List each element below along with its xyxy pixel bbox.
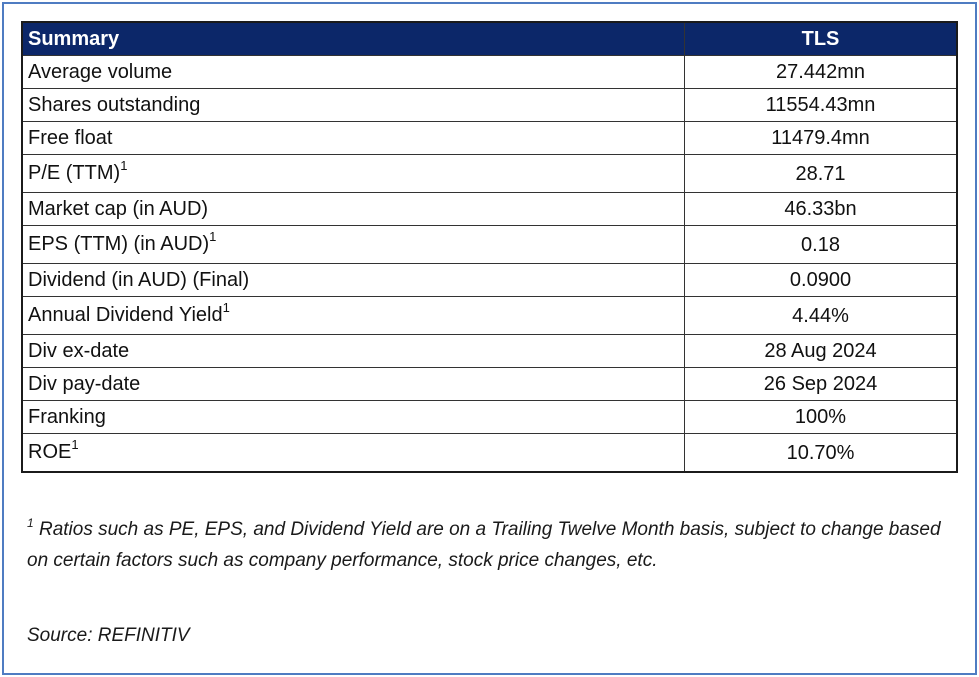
table-row: Shares outstanding 11554.43mn: [21, 88, 958, 122]
table-header-row: Summary TLS: [21, 21, 958, 56]
row-value: 0.18: [684, 225, 958, 264]
row-value: 28.71: [684, 154, 958, 193]
row-label-text: Average volume: [28, 61, 173, 83]
footnote-marker: 1: [71, 437, 79, 452]
row-label: Div pay-date: [21, 367, 685, 401]
row-value: 11554.43mn: [684, 88, 958, 122]
row-value: 4.44%: [684, 296, 958, 335]
row-label-text: Franking: [28, 406, 106, 428]
row-label: ROE1: [21, 433, 685, 473]
row-label: Shares outstanding: [21, 88, 685, 122]
footnote-marker: 1: [120, 158, 128, 173]
row-value: 28 Aug 2024: [684, 334, 958, 368]
row-value: 46.33bn: [684, 192, 958, 226]
row-value: 0.0900: [684, 263, 958, 297]
table-row: Dividend (in AUD) (Final) 0.0900: [21, 263, 958, 297]
table-row: P/E (TTM)1 28.71: [21, 154, 958, 193]
footnote-text: Ratios such as PE, EPS, and Dividend Yie…: [27, 519, 941, 571]
row-label: Dividend (in AUD) (Final): [21, 263, 685, 297]
row-label-text: ROE: [28, 441, 72, 463]
row-value: 26 Sep 2024: [684, 367, 958, 401]
row-label: Market cap (in AUD): [21, 192, 685, 226]
row-label-text: Free float: [28, 127, 113, 149]
summary-table: Summary TLS Average volume 27.442mn Shar…: [21, 21, 958, 473]
row-value: 11479.4mn: [684, 121, 958, 155]
source-note: Source: REFINITIV: [27, 625, 190, 646]
row-label-text: Market cap (in AUD): [28, 198, 209, 220]
row-label-text: Dividend (in AUD) (Final): [28, 269, 250, 291]
row-label-text: Shares outstanding: [28, 94, 201, 116]
row-value: 10.70%: [684, 433, 958, 473]
table-row: Franking 100%: [21, 400, 958, 434]
footnote: 1 Ratios such as PE, EPS, and Dividend Y…: [27, 514, 957, 576]
row-label: Franking: [21, 400, 685, 434]
row-label: Free float: [21, 121, 685, 155]
row-label: Annual Dividend Yield1: [21, 296, 685, 335]
row-label-text: P/E (TTM): [28, 162, 121, 184]
row-label: EPS (TTM) (in AUD)1: [21, 225, 685, 264]
footnote-marker: 1: [209, 229, 217, 244]
table-row: Div pay-date 26 Sep 2024: [21, 367, 958, 401]
row-value: 100%: [684, 400, 958, 434]
table-row: Average volume 27.442mn: [21, 55, 958, 89]
table-row: EPS (TTM) (in AUD)1 0.18: [21, 225, 958, 264]
header-ticker: TLS: [684, 21, 958, 56]
row-label-text: Annual Dividend Yield: [28, 304, 223, 326]
table-row: Div ex-date 28 Aug 2024: [21, 334, 958, 368]
table-row: Annual Dividend Yield1 4.44%: [21, 296, 958, 335]
row-label: Div ex-date: [21, 334, 685, 368]
row-label-text: Div ex-date: [28, 340, 130, 362]
footnote-marker: 1: [222, 300, 230, 315]
row-label: P/E (TTM)1: [21, 154, 685, 193]
row-value: 27.442mn: [684, 55, 958, 89]
row-label-text: Div pay-date: [28, 373, 141, 395]
table-row: Free float 11479.4mn: [21, 121, 958, 155]
footnote-marker: 1: [27, 516, 34, 530]
table-row: ROE1 10.70%: [21, 433, 958, 473]
row-label: Average volume: [21, 55, 685, 89]
header-summary: Summary: [21, 21, 685, 56]
table-row: Market cap (in AUD) 46.33bn: [21, 192, 958, 226]
row-label-text: EPS (TTM) (in AUD): [28, 233, 210, 255]
